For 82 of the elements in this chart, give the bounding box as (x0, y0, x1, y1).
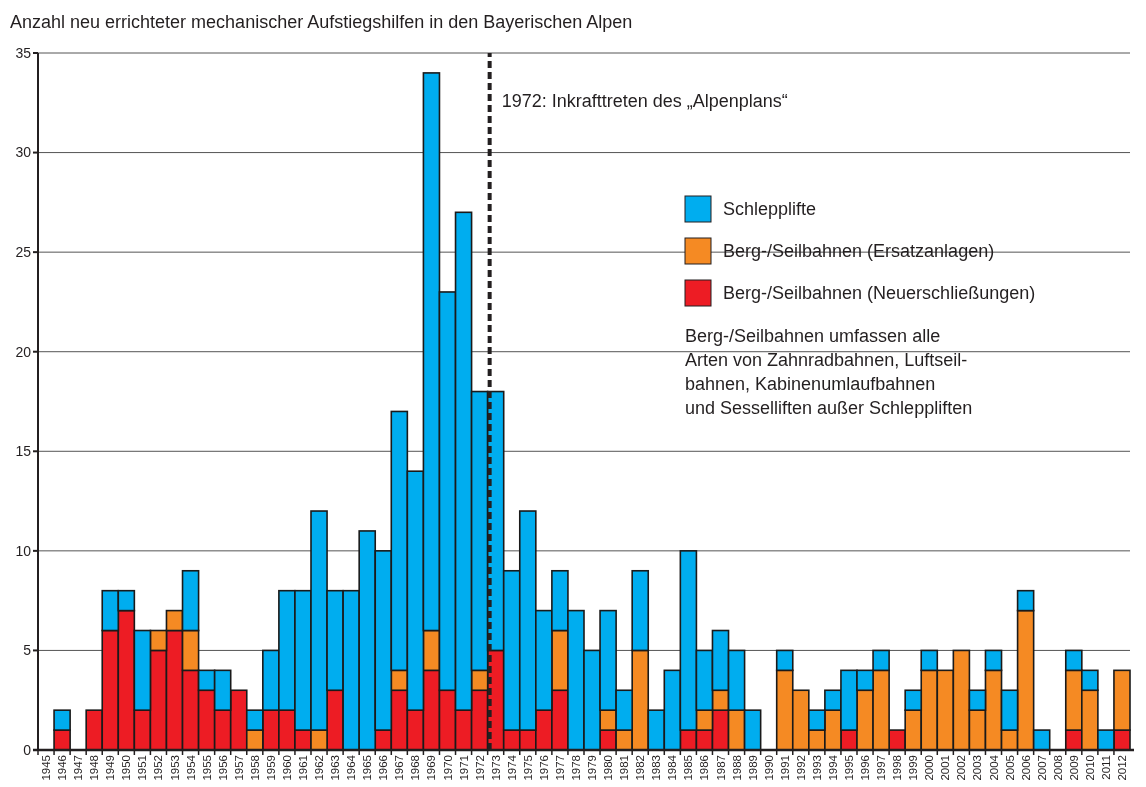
y-tick-label: 30 (15, 144, 32, 161)
x-tick-label: 2003 (971, 755, 984, 781)
x-tick-label: 1966 (377, 755, 390, 781)
x-tick-label: 1999 (907, 755, 920, 781)
x-tick-label: 1971 (457, 755, 470, 781)
legend-label: Berg-/Seilbahnen (Ersatzanlagen) (723, 241, 995, 262)
x-tick-label: 1990 (762, 755, 775, 781)
x-tick-label: 1957 (232, 755, 245, 781)
x-tick-label: 2005 (1003, 755, 1016, 781)
x-tick-label: 1954 (184, 754, 197, 781)
x-tick-label: 1947 (72, 755, 85, 781)
x-tick-label: 1960 (280, 755, 293, 781)
x-tick-label: 2012 (1116, 755, 1128, 781)
x-tick-label: 1962 (313, 755, 326, 781)
x-tick-label: 1952 (152, 755, 165, 781)
x-tick-label: 1969 (425, 755, 438, 781)
x-tick-label: 1965 (361, 755, 374, 781)
x-tick-label: 1974 (505, 754, 518, 781)
x-tick-label: 1968 (409, 755, 422, 781)
x-tick-label: 1994 (826, 754, 839, 781)
x-tick-label: 1979 (586, 755, 599, 781)
x-tick-label: 1977 (553, 755, 566, 781)
x-tick-label: 1945 (40, 755, 53, 781)
x-tick-label: 1993 (810, 755, 823, 781)
x-tick-label: 1996 (859, 755, 872, 781)
x-tick-label: 1973 (489, 755, 502, 781)
ref-line-label: 1972: Inkrafttreten des „Alpenplans“ (501, 91, 788, 111)
x-tick-label: 1982 (634, 755, 647, 781)
x-tick-label: 1970 (441, 755, 454, 781)
y-tick-label: 25 (15, 244, 32, 261)
x-tick-label: 1980 (602, 755, 615, 781)
x-tick-label: 1956 (216, 755, 229, 781)
x-tick-label: 1964 (345, 754, 358, 781)
x-tick-label: 1948 (88, 755, 101, 781)
x-tick-label: 1989 (746, 755, 759, 781)
x-tick-label: 2004 (987, 754, 1000, 781)
x-tick-label: 1967 (393, 755, 406, 781)
x-tick-label: 2011 (1099, 755, 1112, 780)
y-tick-label: 20 (15, 343, 32, 360)
x-tick-label: 1991 (778, 755, 791, 781)
x-tick-label: 1946 (56, 755, 69, 781)
x-tick-label: 1984 (666, 754, 679, 781)
y-tick-label: 10 (15, 542, 32, 559)
x-tick-label: 2009 (1067, 755, 1080, 781)
x-tick-label: 1959 (264, 755, 277, 781)
legend-label: Schlepplifte (723, 199, 817, 220)
x-tick-label: 2001 (939, 755, 952, 781)
y-tick-label: 15 (15, 443, 32, 460)
x-tick-label: 1988 (730, 755, 743, 781)
y-tick-label: 5 (23, 642, 32, 659)
x-tick-label: 1997 (875, 755, 888, 781)
x-tick-label: 1949 (104, 755, 117, 781)
y-tick-label: 0 (23, 741, 32, 758)
x-tick-label: 2002 (955, 755, 968, 781)
x-tick-label: 1951 (136, 755, 149, 781)
x-tick-label: 1961 (297, 755, 309, 781)
x-tick-label: 1975 (521, 755, 534, 781)
x-tick-label: 1981 (618, 755, 631, 781)
x-tick-label: 1955 (200, 755, 213, 781)
x-tick-label: 1998 (891, 755, 904, 781)
x-tick-label: 1976 (537, 755, 550, 781)
x-tick-label: 1995 (843, 755, 855, 781)
x-tick-label: 1963 (329, 755, 342, 781)
annotation: Berg-/Seilbahnen umfassen alle Arten von Zahnradbahnen, Luftseil- bahnen, Kabinenumlaufbahnen und Sesselliften außer Schleppliften (685, 326, 973, 418)
x-tick-label: 2000 (923, 755, 936, 781)
x-tick-label: 2008 (1051, 755, 1064, 781)
chart-title: Anzahl neu errichteter mechanischer Aufstiegshilfen in den Bayerischen Alpen (10, 12, 633, 32)
x-tick-label: 1986 (698, 755, 711, 781)
y-tick-label: 35 (15, 44, 32, 61)
legend-label: Berg-/Seilbahnen (Neuerschließungen) (723, 283, 1036, 304)
x-tick-label: 1992 (794, 755, 807, 781)
x-tick-label: 2007 (1035, 755, 1048, 781)
x-tick-label: 2006 (1019, 755, 1032, 781)
x-tick-label: 1985 (682, 755, 695, 781)
x-tick-label: 1987 (714, 755, 727, 781)
x-tick-label: 1950 (120, 755, 133, 781)
x-tick-label: 2010 (1083, 755, 1096, 781)
x-tick-label: 1953 (168, 755, 181, 781)
x-tick-label: 1978 (570, 755, 582, 781)
x-tick-label: 1983 (650, 755, 663, 781)
x-tick-label: 1972 (473, 755, 486, 781)
x-tick-label: 1958 (248, 755, 261, 781)
